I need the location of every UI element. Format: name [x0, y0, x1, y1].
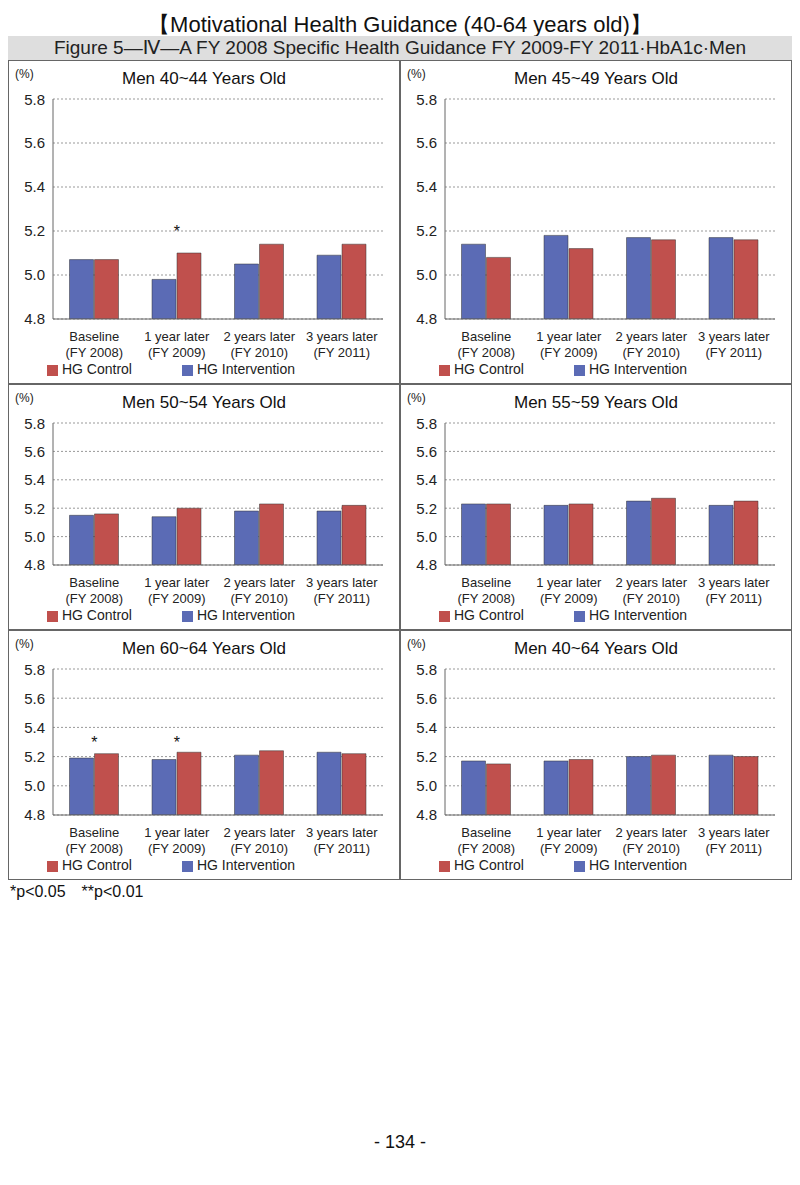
svg-text:5.2: 5.2	[416, 222, 437, 239]
html-text:Men 45~49 Years Old: Men 45~49 Years Old	[514, 69, 678, 88]
svg-text:2 years later(FY 2010): 2 years later(FY 2010)	[615, 575, 687, 606]
html-text:Men 55~59 Years Old: Men 55~59 Years Old	[514, 393, 678, 412]
svg-text:5.2: 5.2	[24, 748, 45, 765]
svg-text:1 year later(FY 2009): 1 year later(FY 2009)	[144, 575, 210, 606]
svg-text:4.8: 4.8	[24, 806, 45, 823]
svg-text:1 year later(FY 2009): 1 year later(FY 2009)	[536, 825, 602, 856]
svg-text:5.2: 5.2	[416, 500, 437, 517]
svg-text:Baseline(FY 2008): Baseline(FY 2008)	[457, 329, 515, 360]
svg-text:4.8: 4.8	[24, 310, 45, 327]
html-text:HG Intervention: HG Intervention	[589, 607, 687, 623]
html-text:Figure 5—Ⅳ—A FY 2008 Specific: Figure 5—Ⅳ—A FY 2008 Specific Health Gui…	[54, 37, 746, 58]
svg-text:5.6: 5.6	[24, 690, 45, 707]
svg-text:*: *	[91, 734, 97, 751]
svg-text:5.8: 5.8	[24, 661, 45, 678]
svg-text:*: *	[174, 734, 180, 751]
svg-text:2 years later(FY 2010): 2 years later(FY 2010)	[615, 825, 687, 856]
svg-text:5.8: 5.8	[24, 415, 45, 432]
svg-text:2 years later(FY 2010): 2 years later(FY 2010)	[223, 575, 295, 606]
svg-text:5.6: 5.6	[416, 134, 437, 151]
svg-text:4.8: 4.8	[416, 310, 437, 327]
html-text:HG Control: HG Control	[454, 607, 524, 623]
svg-text:5.2: 5.2	[24, 500, 45, 517]
svg-text:5.0: 5.0	[416, 528, 437, 545]
svg-text:2 years later(FY 2010): 2 years later(FY 2010)	[223, 825, 295, 856]
svg-text:5.8: 5.8	[416, 661, 437, 678]
html-text:HG Intervention: HG Intervention	[197, 607, 295, 623]
svg-text:Baseline(FY 2008): Baseline(FY 2008)	[457, 575, 515, 606]
html-text:Men 60~64 Years Old: Men 60~64 Years Old	[122, 639, 286, 658]
html-text:HG Control: HG Control	[454, 361, 524, 377]
html-text:HG Intervention: HG Intervention	[197, 857, 295, 873]
svg-text:1 year later(FY 2009): 1 year later(FY 2009)	[144, 825, 210, 856]
html-text:HG Control: HG Control	[62, 607, 132, 623]
svg-text:*: *	[174, 223, 180, 240]
svg-text:Baseline(FY 2008): Baseline(FY 2008)	[457, 825, 515, 856]
html-text:- 134 -: - 134 -	[374, 1132, 426, 1152]
svg-text:5.6: 5.6	[416, 443, 437, 460]
svg-text:3 years later(FY 2011): 3 years later(FY 2011)	[698, 329, 770, 360]
svg-text:3 years later(FY 2011): 3 years later(FY 2011)	[698, 825, 770, 856]
svg-text:Baseline(FY 2008): Baseline(FY 2008)	[65, 329, 123, 360]
svg-text:5.6: 5.6	[416, 690, 437, 707]
svg-text:4.8: 4.8	[416, 806, 437, 823]
svg-text:5.2: 5.2	[24, 222, 45, 239]
svg-text:3 years later(FY 2011): 3 years later(FY 2011)	[306, 825, 378, 856]
html-text:HG Control: HG Control	[62, 361, 132, 377]
svg-text:2 years later(FY 2010): 2 years later(FY 2010)	[223, 329, 295, 360]
html-text:HG Control: HG Control	[62, 857, 132, 873]
html-text:*p<0.05 **p<0.01: *p<0.05 **p<0.01	[10, 883, 144, 900]
svg-text:5.8: 5.8	[24, 91, 45, 108]
html-text:HG Control: HG Control	[454, 857, 524, 873]
svg-text:5.4: 5.4	[416, 719, 437, 736]
html-text:Men 50~54 Years Old: Men 50~54 Years Old	[122, 393, 286, 412]
svg-text:5.8: 5.8	[416, 415, 437, 432]
svg-text:5.4: 5.4	[416, 471, 437, 488]
svg-text:5.4: 5.4	[416, 178, 437, 195]
svg-text:2 years later(FY 2010): 2 years later(FY 2010)	[615, 329, 687, 360]
html-text:HG Intervention: HG Intervention	[589, 857, 687, 873]
svg-text:Baseline(FY 2008): Baseline(FY 2008)	[65, 575, 123, 606]
svg-text:5.0: 5.0	[416, 777, 437, 794]
html-text:HG Intervention: HG Intervention	[589, 361, 687, 377]
html-text:【Motivational Health Guidance: 【Motivational Health Guidance (40-64 yea…	[148, 12, 652, 37]
svg-text:1 year later(FY 2009): 1 year later(FY 2009)	[144, 329, 210, 360]
svg-text:4.8: 4.8	[24, 556, 45, 573]
svg-text:Baseline(FY 2008): Baseline(FY 2008)	[65, 825, 123, 856]
svg-text:5.0: 5.0	[24, 777, 45, 794]
svg-text:1 year later(FY 2009): 1 year later(FY 2009)	[536, 329, 602, 360]
html-text:Men 40~44 Years Old: Men 40~44 Years Old	[122, 69, 286, 88]
svg-text:5.6: 5.6	[24, 134, 45, 151]
svg-text:5.0: 5.0	[24, 528, 45, 545]
svg-text:5.8: 5.8	[416, 91, 437, 108]
svg-text:3 years later(FY 2011): 3 years later(FY 2011)	[698, 575, 770, 606]
svg-text:3 years later(FY 2011): 3 years later(FY 2011)	[306, 329, 378, 360]
svg-text:5.0: 5.0	[416, 266, 437, 283]
svg-text:5.2: 5.2	[416, 748, 437, 765]
svg-text:4.8: 4.8	[416, 556, 437, 573]
html-text:Men 40~64 Years Old: Men 40~64 Years Old	[514, 639, 678, 658]
svg-text:1 year later(FY 2009): 1 year later(FY 2009)	[536, 575, 602, 606]
svg-text:5.4: 5.4	[24, 719, 45, 736]
svg-text:3 years later(FY 2011): 3 years later(FY 2011)	[306, 575, 378, 606]
svg-text:5.4: 5.4	[24, 178, 45, 195]
svg-text:5.0: 5.0	[24, 266, 45, 283]
svg-text:5.6: 5.6	[24, 443, 45, 460]
html-text:HG Intervention: HG Intervention	[197, 361, 295, 377]
svg-text:5.4: 5.4	[24, 471, 45, 488]
